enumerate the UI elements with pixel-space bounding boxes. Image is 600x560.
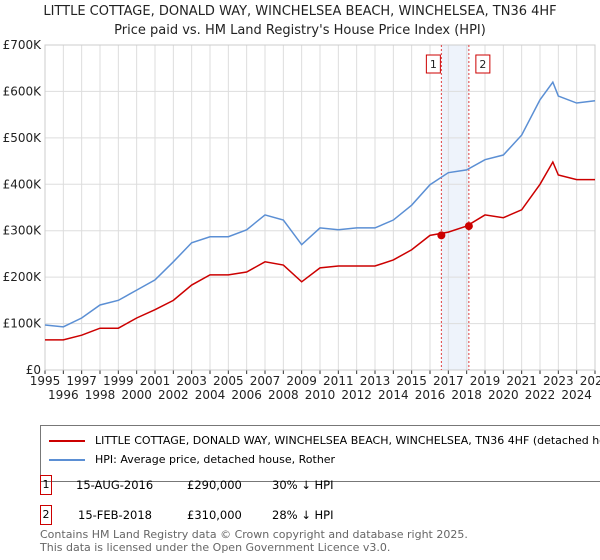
x-tick-label: 2005 — [213, 374, 244, 388]
sale-marker-badge: 1 — [40, 475, 52, 495]
sale-period-band — [441, 45, 469, 370]
x-tick-label: 2022 — [525, 388, 556, 402]
x-tick-label: 1998 — [85, 388, 116, 402]
legend: LITTLE COTTAGE, DONALD WAY, WINCHELSEA B… — [40, 425, 600, 482]
x-tick-label: 2015 — [396, 374, 427, 388]
sale-label: 1 — [430, 58, 437, 71]
x-tick-label: 2014 — [378, 388, 409, 402]
x-tick-label: 2025 — [580, 374, 600, 388]
x-tick-label: 2023 — [543, 374, 574, 388]
sale-point — [437, 231, 446, 240]
legend-label: LITTLE COTTAGE, DONALD WAY, WINCHELSEA B… — [95, 434, 600, 447]
legend-item-hpi: HPI: Average price, detached house, Roth… — [49, 453, 335, 466]
footer: Contains HM Land Registry data © Crown c… — [40, 528, 468, 554]
x-tick-label: 2003 — [176, 374, 207, 388]
x-tick-label: 2020 — [488, 388, 519, 402]
x-tick-label: 1997 — [66, 374, 97, 388]
x-tick-label: 1996 — [48, 388, 79, 402]
x-tick-label: 2001 — [140, 374, 171, 388]
x-tick-label: 2010 — [305, 388, 336, 402]
sale-row-2: 2 15-FEB-2018 £310,000 28% ↓ HPI — [40, 505, 333, 525]
x-tick-label: 2012 — [341, 388, 372, 402]
legend-item-property: LITTLE COTTAGE, DONALD WAY, WINCHELSEA B… — [49, 434, 600, 447]
x-tick-label: 2011 — [323, 374, 354, 388]
y-tick-label: £400K — [3, 177, 43, 191]
x-tick-label: 2007 — [250, 374, 281, 388]
y-tick-label: £500K — [3, 131, 43, 145]
y-tick-label: £600K — [3, 84, 43, 98]
x-tick-label: 2017 — [433, 374, 464, 388]
y-tick-label: £300K — [3, 224, 43, 238]
chart-subtitle: Price paid vs. HM Land Registry's House … — [114, 23, 486, 38]
y-tick-label: £0 — [26, 363, 41, 377]
x-tick-label: 2018 — [451, 388, 482, 402]
sale-price: £290,000 — [187, 478, 242, 492]
x-tick-label: 1995 — [30, 374, 61, 388]
x-tick-label: 2019 — [470, 374, 501, 388]
sale-point — [464, 222, 473, 231]
sale-label-box — [475, 54, 491, 74]
x-tick-label: 2006 — [231, 388, 262, 402]
x-tick-label: 2000 — [121, 388, 152, 402]
plot-area: 1995199619971998199920002001200220032004… — [3, 38, 600, 402]
sale-hpi-diff: 28% ↓ HPI — [272, 508, 334, 522]
sale-date: 15-AUG-2016 — [76, 478, 154, 492]
footer-line: This data is licensed under the Open Gov… — [40, 541, 391, 554]
x-tick-label: 2002 — [158, 388, 189, 402]
sale-marker-badge: 2 — [40, 505, 52, 525]
series-line-hpi — [44, 80, 596, 328]
x-tick-label: 2009 — [286, 374, 317, 388]
x-tick-label: 2024 — [561, 388, 592, 402]
x-tick-label: 2013 — [360, 374, 391, 388]
x-tick-label: 2008 — [268, 388, 299, 402]
y-tick-label: £100K — [3, 317, 43, 331]
y-tick-label: £200K — [3, 270, 43, 284]
sale-row-1: 1 15-AUG-2016 £290,000 30% ↓ HPI — [40, 475, 333, 495]
plot-border — [44, 44, 596, 371]
chart-title: LITTLE COTTAGE, DONALD WAY, WINCHELSEA B… — [43, 4, 557, 19]
x-tick-label: 2004 — [195, 388, 226, 402]
x-tick-label: 2016 — [415, 388, 446, 402]
y-tick-label: £700K — [3, 38, 43, 52]
sale-label-box — [425, 54, 441, 74]
sale-date: 15-FEB-2018 — [78, 508, 152, 522]
series-line-property — [45, 160, 595, 341]
sale-hpi-diff: 30% ↓ HPI — [272, 478, 334, 492]
sale-label: 2 — [479, 58, 486, 71]
footer-line: Contains HM Land Registry data © Crown c… — [40, 528, 468, 541]
sale-price: £310,000 — [187, 508, 242, 522]
x-tick-label: 2021 — [506, 374, 537, 388]
x-tick-label: 1999 — [103, 374, 134, 388]
legend-label: HPI: Average price, detached house, Roth… — [95, 453, 336, 466]
